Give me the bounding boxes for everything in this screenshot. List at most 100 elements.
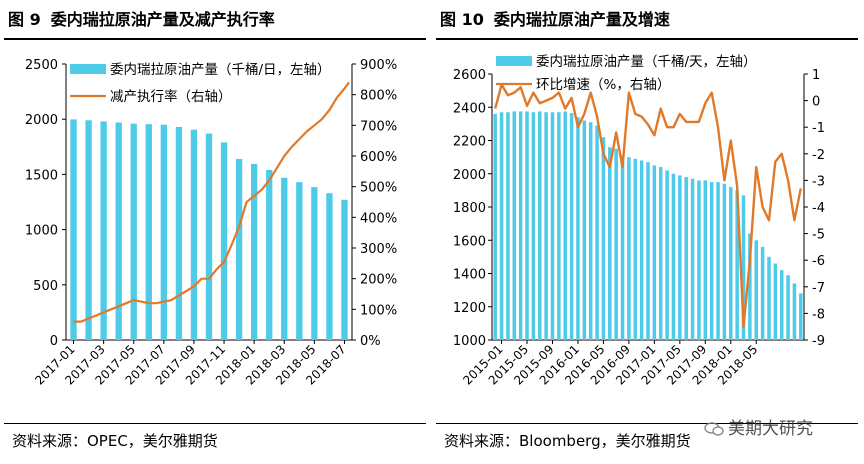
production-bar — [601, 137, 606, 340]
execution-rate-line — [73, 81, 350, 323]
production-bar — [741, 195, 746, 340]
production-bar — [748, 233, 752, 340]
production-bar — [792, 283, 797, 340]
right-y-tick-label: -9 — [812, 334, 825, 349]
production-bar — [115, 122, 122, 341]
legend-bar-label: 委内瑞拉原油产量（千桶/天，左轴） — [536, 54, 757, 70]
legend-bar-label: 委内瑞拉原油产量（千桶/日，左轴） — [110, 62, 331, 78]
right-y-tick-label: 400% — [360, 211, 397, 226]
mom-growth-line — [494, 83, 802, 328]
right-y-tick-label: 800% — [360, 89, 397, 104]
legend-line-label: 减产执行率（右轴） — [110, 88, 232, 105]
left-y-tick-label: 2400 — [453, 101, 486, 116]
left-y-tick-label: 1000 — [25, 224, 58, 239]
production-bar — [588, 122, 593, 341]
production-bar — [85, 120, 92, 340]
watermark-text: 美期大研究 — [728, 419, 813, 439]
right-y-tick-label: 1 — [812, 68, 820, 83]
production-bar — [652, 165, 657, 340]
figure-9-top-rule — [4, 38, 426, 40]
production-bar — [620, 155, 625, 340]
figure-9-number: 图 9 — [8, 10, 41, 29]
figure-10-title-row: 图 10 委内瑞拉原油产量及增速 — [440, 6, 670, 30]
figure-10-number: 图 10 — [440, 10, 484, 29]
figure-9-title: 委内瑞拉原油产量及减产执行率 — [50, 10, 275, 29]
production-bar — [569, 113, 574, 340]
right-y-tick-label: 500% — [360, 181, 397, 196]
figure-10-title: 委内瑞拉原油产量及增速 — [493, 10, 670, 29]
production-bar — [582, 120, 587, 340]
legend-bar-swatch — [496, 56, 532, 66]
right-y-tick-label: 900% — [360, 58, 397, 73]
right-y-tick-label: 700% — [360, 119, 397, 134]
wechat-icon — [704, 422, 724, 436]
production-bar — [145, 124, 152, 340]
production-bar — [716, 182, 720, 340]
production-bar — [538, 111, 542, 340]
production-bar — [576, 117, 580, 340]
production-bar — [690, 178, 695, 340]
right-y-tick-label: -7 — [812, 281, 825, 296]
production-bar — [190, 129, 198, 340]
production-bar — [614, 148, 618, 340]
left-y-tick-label: 2000 — [25, 113, 58, 128]
left-y-tick-label: 1600 — [453, 234, 486, 249]
figure-10-source: 资料来源：Bloomberg，美尔雅期货 — [444, 432, 691, 450]
production-bar — [544, 112, 548, 340]
figure-10-panel: 图 10 委内瑞拉原油产量及增速 1000 1200 1400 1600 1800 2000… — [432, 0, 864, 464]
production-bar — [779, 270, 784, 340]
production-bar — [250, 163, 258, 340]
figure-9-panel: 图 9 委内瑞拉原油产量及减产执行率 0 500 1000 1500 2000 2500 0%… — [4, 10, 426, 450]
production-bar — [658, 167, 663, 340]
production-bar — [595, 125, 599, 340]
production-bar — [499, 112, 504, 340]
production-bar — [550, 112, 555, 340]
production-bar — [220, 142, 228, 340]
right-y-tick-label: -2 — [812, 148, 825, 163]
production-bar — [281, 177, 288, 340]
right-y-tick-label: -1 — [812, 121, 825, 136]
production-bar — [100, 121, 107, 341]
production-bar — [633, 158, 638, 340]
production-bar — [266, 169, 273, 340]
figure-10-top-rule — [436, 38, 858, 40]
production-bar — [697, 180, 701, 340]
production-bar — [754, 240, 758, 340]
left-y-tick-label: 1800 — [453, 201, 486, 216]
production-bar — [627, 157, 631, 340]
left-y-tick-label: 0 — [50, 334, 58, 349]
left-y-tick-label: 2000 — [453, 168, 486, 183]
right-y-tick-label: -5 — [812, 228, 825, 243]
right-y-tick-label: 200% — [360, 273, 397, 288]
figure-9-chart: 0 500 1000 1500 2000 2500 0% 100% 200% 300% 400% 50… — [25, 58, 397, 388]
left-y-tick-label: 2200 — [453, 135, 486, 150]
production-bar — [671, 173, 676, 340]
left-y-tick-label: 1000 — [453, 334, 486, 349]
right-y-tick-label: 600% — [360, 150, 397, 165]
left-y-tick-label: 1400 — [453, 268, 486, 283]
production-bar — [767, 256, 771, 340]
production-bar — [341, 199, 348, 340]
production-bar — [760, 246, 765, 340]
production-bar — [160, 124, 168, 340]
right-y-tick-label: 0% — [360, 334, 381, 349]
production-bar — [563, 111, 567, 340]
right-y-tick-label: -8 — [812, 307, 825, 322]
production-bar — [296, 182, 303, 340]
production-bar — [311, 187, 318, 340]
production-bar — [729, 187, 733, 340]
right-y-tick-label: 0 — [812, 95, 820, 110]
right-y-tick-label: 300% — [360, 242, 397, 257]
production-bar — [130, 123, 137, 340]
production-bar — [205, 133, 213, 340]
right-y-tick-label: -6 — [812, 254, 825, 269]
production-bar — [703, 180, 708, 340]
production-bar — [506, 112, 510, 340]
left-y-tick-label: 500 — [33, 279, 58, 294]
legend-line-label: 环比增速（%，右轴） — [536, 77, 670, 93]
production-bar — [639, 160, 644, 340]
production-bar — [709, 182, 714, 340]
production-bar — [235, 158, 243, 340]
production-bar — [557, 112, 561, 340]
production-bar — [70, 119, 77, 340]
